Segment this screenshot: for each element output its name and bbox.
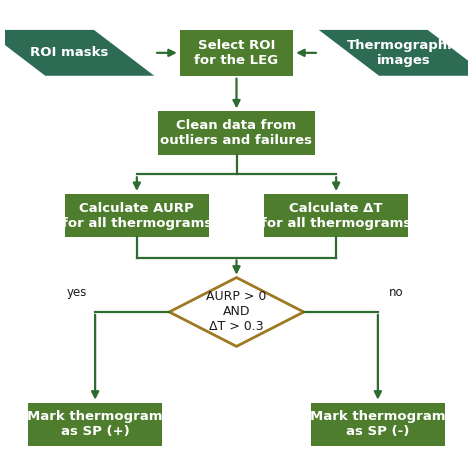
Polygon shape	[0, 30, 154, 76]
FancyBboxPatch shape	[65, 194, 209, 237]
Polygon shape	[319, 30, 473, 76]
Text: Clean data from
outliers and failures: Clean data from outliers and failures	[160, 119, 313, 147]
FancyBboxPatch shape	[158, 111, 315, 155]
Text: Thermographic
images: Thermographic images	[347, 39, 460, 67]
Text: yes: yes	[66, 286, 87, 299]
FancyBboxPatch shape	[180, 30, 293, 76]
Text: Mark thermogram
as SP (+): Mark thermogram as SP (+)	[27, 410, 163, 439]
Text: no: no	[389, 286, 404, 299]
FancyBboxPatch shape	[311, 402, 445, 446]
FancyBboxPatch shape	[28, 402, 162, 446]
Text: Calculate ΔT
for all thermograms: Calculate ΔT for all thermograms	[261, 202, 412, 230]
Text: Mark thermogram
as SP (-): Mark thermogram as SP (-)	[310, 410, 446, 439]
Text: ROI masks: ROI masks	[30, 46, 109, 59]
Text: Calculate AURP
for all thermograms: Calculate AURP for all thermograms	[61, 202, 212, 230]
Text: Select ROI
for the LEG: Select ROI for the LEG	[194, 39, 279, 67]
FancyBboxPatch shape	[264, 194, 408, 237]
Polygon shape	[169, 278, 304, 346]
Text: AURP > 0
AND
ΔT > 0.3: AURP > 0 AND ΔT > 0.3	[206, 291, 267, 334]
